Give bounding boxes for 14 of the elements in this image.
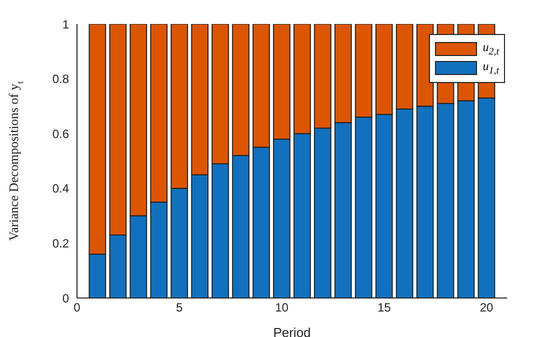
x-axis-title: Period [273,325,311,337]
y-tick-label: 1 [62,17,70,32]
x-tick-label: 0 [74,300,81,315]
legend-label: u$_{2,t}$ [482,40,499,58]
y-tick-label: 0.2 [52,236,70,250]
y-tick-label: 0.4 [52,182,70,196]
legend-label: u$_{1,t}$ [482,59,499,77]
y-tick-label: 0.8 [52,72,70,86]
x-tick-label: 20 [480,300,494,315]
x-tick-label: 5 [176,300,184,315]
x-tick-label: 15 [377,300,392,315]
y-tick-label: 0.6 [52,126,70,141]
y-tick-label: 0 [62,291,70,306]
x-tick-label: 10 [275,300,289,315]
